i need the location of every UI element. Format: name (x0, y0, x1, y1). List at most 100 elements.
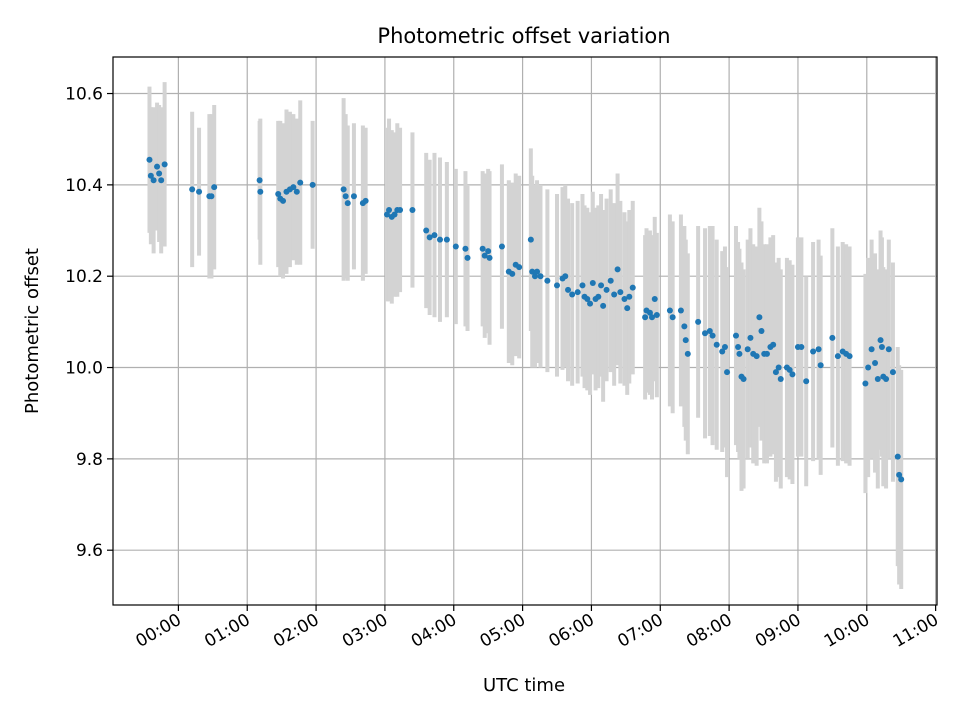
data-point (397, 206, 404, 213)
data-point (684, 350, 691, 357)
data-point (516, 264, 523, 271)
data-point (257, 188, 264, 195)
data-point (531, 273, 538, 280)
y-axis-ticks: 9.6 9.8 10.0 10.2 10.4 10.6 (65, 85, 113, 561)
data-point (624, 305, 631, 312)
data-point (344, 200, 351, 207)
data-point (756, 314, 763, 321)
y-tick-label: 10.2 (65, 267, 103, 287)
data-point (464, 254, 471, 261)
data-point (256, 177, 263, 184)
data-point (682, 337, 689, 344)
data-point (874, 375, 881, 382)
data-point (211, 184, 218, 191)
data-point (614, 266, 621, 273)
data-point (485, 248, 492, 255)
data-point (443, 236, 450, 243)
data-point (736, 350, 743, 357)
data-point (208, 193, 215, 200)
data-point (350, 193, 357, 200)
data-point (868, 346, 875, 353)
data-point (297, 179, 304, 186)
y-tick-label: 10.0 (65, 359, 103, 379)
data-point (777, 375, 784, 382)
data-point (309, 181, 316, 188)
data-point (817, 362, 824, 369)
y-tick-label: 9.8 (76, 450, 103, 470)
data-point (280, 197, 287, 204)
data-point (603, 286, 610, 293)
data-point (423, 227, 430, 234)
data-point (600, 302, 607, 309)
data-point (589, 280, 596, 287)
y-tick-label: 10.4 (65, 176, 103, 196)
data-point (340, 186, 347, 193)
data-point (579, 282, 586, 289)
data-point (798, 343, 805, 350)
data-point (695, 318, 702, 325)
data-point (383, 211, 390, 218)
data-point (885, 346, 892, 353)
data-point (719, 348, 726, 355)
data-point (732, 332, 739, 339)
data-point (147, 172, 154, 179)
data-point (156, 170, 163, 177)
data-point (196, 188, 203, 195)
data-point (642, 314, 649, 321)
data-point (889, 369, 896, 376)
data-point (452, 243, 459, 250)
data-point (758, 328, 765, 334)
data-point (391, 211, 398, 218)
data-point (146, 156, 153, 163)
data-point (669, 314, 676, 321)
data-point (815, 346, 822, 353)
data-point (529, 268, 536, 275)
data-point (862, 380, 869, 387)
data-point (584, 296, 591, 303)
data-point (598, 282, 605, 289)
data-point (626, 293, 633, 300)
data-point (775, 364, 782, 371)
data-point (740, 375, 747, 382)
data-point (786, 366, 793, 373)
data-point (479, 245, 486, 252)
data-point (735, 343, 742, 350)
data-point (649, 314, 656, 321)
data-point (342, 193, 349, 200)
data-point (554, 282, 561, 289)
data-points (146, 156, 905, 483)
data-point (709, 332, 716, 339)
data-point (409, 206, 416, 213)
data-point (747, 334, 754, 341)
data-point (896, 471, 903, 478)
data-point (753, 353, 760, 360)
data-point (189, 186, 196, 193)
data-point (724, 369, 731, 376)
data-point (565, 286, 572, 293)
data-point (877, 337, 884, 344)
data-point (681, 323, 688, 330)
data-point (770, 341, 777, 348)
data-point (677, 307, 684, 314)
data-point (846, 353, 853, 360)
y-axis-label: Photometric offset (22, 248, 43, 414)
data-point (481, 252, 488, 259)
data-point (721, 343, 728, 350)
chart-title: Photometric offset variation (377, 24, 670, 48)
x-axis-label: UTC time (483, 675, 565, 696)
data-point (611, 291, 618, 298)
data-point (562, 273, 569, 280)
plot-frame (112, 56, 938, 606)
data-point (587, 300, 594, 307)
data-point (763, 350, 770, 357)
data-point (462, 245, 469, 252)
data-point (653, 312, 660, 319)
data-point (878, 343, 885, 350)
data-point (537, 273, 544, 280)
data-point (426, 234, 433, 241)
data-point (629, 284, 636, 291)
data-point (498, 243, 505, 250)
data-point (150, 177, 157, 184)
